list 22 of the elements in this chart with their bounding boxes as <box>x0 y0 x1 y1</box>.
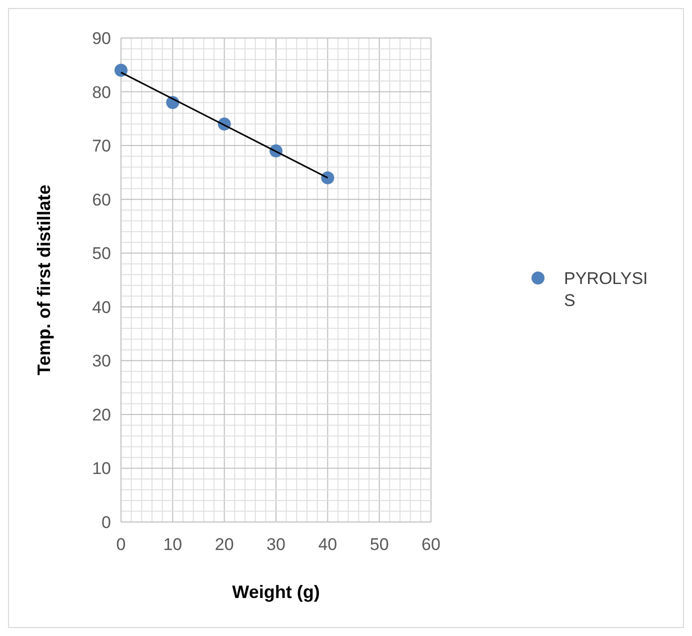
y-tick-label: 60 <box>92 190 111 210</box>
y-axis-title: Temp. of first distillate <box>34 184 54 376</box>
x-tick-label: 60 <box>422 535 440 554</box>
y-tick-label: 10 <box>92 459 111 478</box>
x-tick-label: 40 <box>318 535 338 554</box>
y-tick-label: 0 <box>102 513 111 532</box>
y-tick-label: 50 <box>92 244 111 264</box>
x-tick-label: 50 <box>370 535 389 554</box>
y-tick-label: 80 <box>92 82 111 102</box>
x-tick-label: 10 <box>163 535 182 554</box>
y-tick-label: 90 <box>92 29 111 48</box>
point <box>321 171 334 184</box>
y-tick-label: 30 <box>92 352 111 371</box>
x-tick-label: 20 <box>214 535 234 554</box>
x-axis-title: Weight (g) <box>232 582 320 602</box>
legend-label: PYROLYSIS <box>564 269 648 310</box>
y-tick-label: 20 <box>92 405 111 424</box>
x-tick-label: 30 <box>266 535 286 554</box>
y-tick-label: 70 <box>92 136 111 156</box>
x-tick-label: 0 <box>116 535 126 554</box>
y-tick-label: 40 <box>92 298 111 317</box>
point <box>114 64 128 77</box>
